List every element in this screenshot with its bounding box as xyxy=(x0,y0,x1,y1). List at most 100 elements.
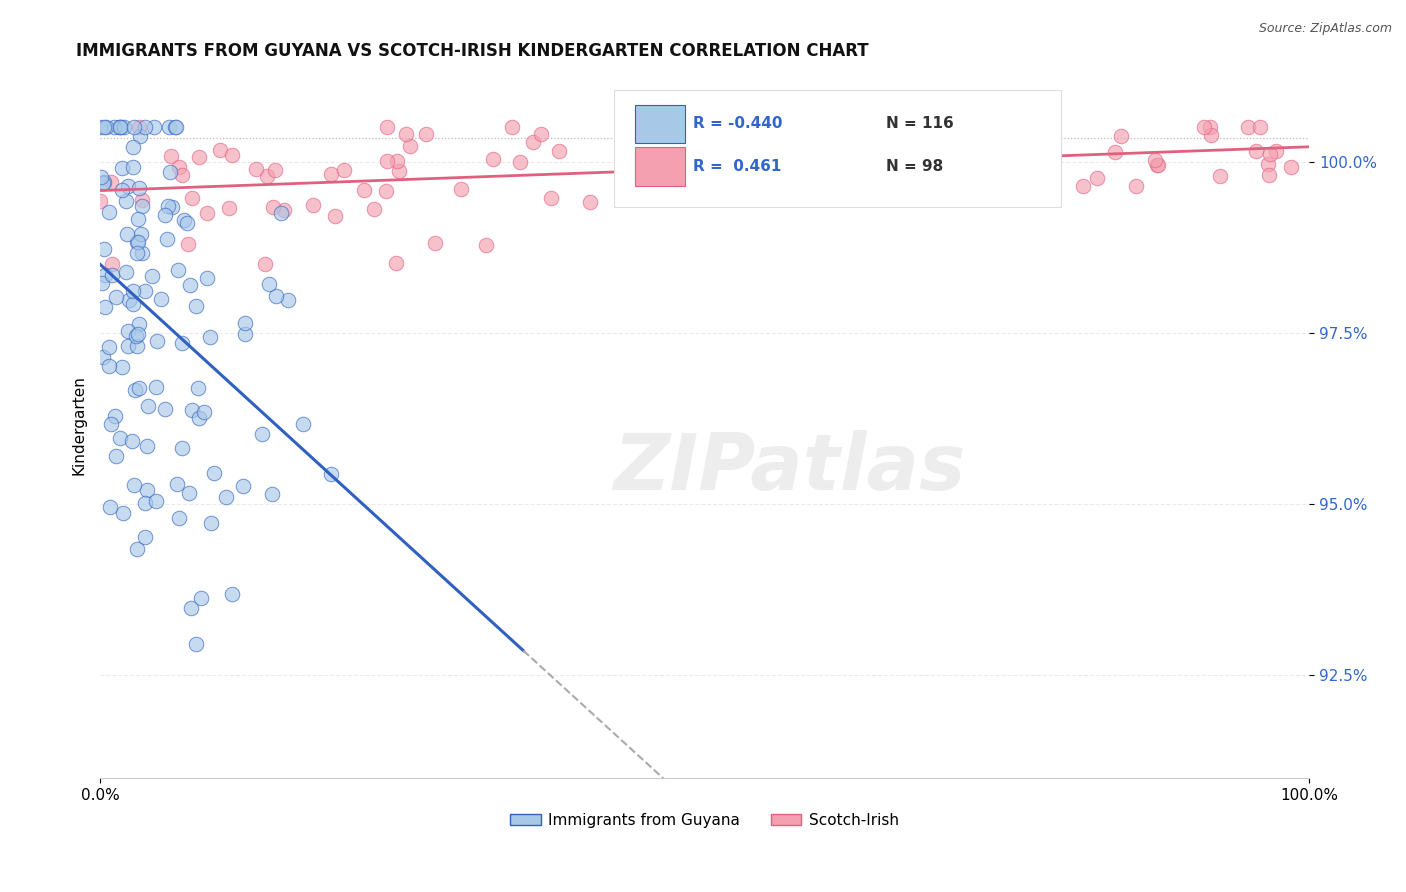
Point xyxy=(1104,145,1126,159)
Point xyxy=(90,276,112,290)
Point xyxy=(157,199,180,213)
Point xyxy=(1198,120,1220,135)
Point xyxy=(180,191,202,205)
Point xyxy=(91,177,114,191)
FancyBboxPatch shape xyxy=(614,90,1062,207)
Point xyxy=(100,417,122,432)
Point xyxy=(193,404,215,418)
Point xyxy=(128,180,150,194)
Point xyxy=(173,213,195,227)
Point xyxy=(177,236,200,251)
Point xyxy=(97,340,120,354)
Point xyxy=(883,179,905,194)
Point xyxy=(167,160,190,174)
Point xyxy=(145,380,167,394)
Point xyxy=(851,120,873,135)
Point xyxy=(117,178,139,193)
Point xyxy=(1071,178,1094,193)
Point xyxy=(195,270,218,285)
Point xyxy=(475,238,498,252)
Point xyxy=(363,202,385,216)
Point xyxy=(918,138,941,153)
Point xyxy=(208,143,231,157)
Point xyxy=(1236,120,1258,135)
Point xyxy=(122,297,145,311)
Point xyxy=(245,161,267,176)
Text: Source: ZipAtlas.com: Source: ZipAtlas.com xyxy=(1258,22,1392,36)
Point xyxy=(104,290,127,304)
Point xyxy=(127,338,149,352)
Point xyxy=(256,169,278,184)
Point xyxy=(136,399,159,413)
Point xyxy=(353,183,375,197)
FancyBboxPatch shape xyxy=(634,147,685,186)
Point xyxy=(1022,160,1045,174)
Point xyxy=(153,209,176,223)
Point xyxy=(682,161,704,175)
Point xyxy=(776,183,799,197)
Point xyxy=(93,300,115,314)
Point xyxy=(166,263,188,277)
Point xyxy=(808,122,831,136)
Point xyxy=(1146,158,1168,172)
Point xyxy=(134,120,156,135)
Text: N = 98: N = 98 xyxy=(886,159,943,174)
Point xyxy=(1143,153,1166,167)
Point xyxy=(145,334,167,348)
Point xyxy=(1265,144,1288,158)
Point xyxy=(950,189,973,203)
Point xyxy=(127,326,149,341)
Point xyxy=(141,268,163,283)
Point xyxy=(131,199,153,213)
Point xyxy=(277,293,299,307)
Point xyxy=(111,183,134,197)
Point xyxy=(218,201,240,215)
Point xyxy=(136,439,159,453)
Point xyxy=(388,164,411,178)
Point xyxy=(89,120,111,135)
Point xyxy=(385,153,408,168)
Point xyxy=(187,410,209,425)
Point xyxy=(153,401,176,416)
Point xyxy=(752,120,775,135)
Point xyxy=(122,140,145,154)
Text: N = 116: N = 116 xyxy=(886,117,953,131)
Point xyxy=(166,477,188,491)
Point xyxy=(374,185,396,199)
Point xyxy=(1026,121,1049,136)
Point xyxy=(579,194,602,209)
Point xyxy=(93,120,115,135)
Point xyxy=(117,339,139,353)
Point xyxy=(93,175,115,189)
Point xyxy=(399,139,422,153)
Point xyxy=(200,516,222,531)
Point xyxy=(1146,158,1168,172)
Point xyxy=(170,441,193,455)
Point xyxy=(125,329,148,343)
Point xyxy=(187,381,209,395)
Point xyxy=(270,205,292,219)
Point xyxy=(481,153,503,167)
Point xyxy=(121,434,143,449)
Point xyxy=(1249,120,1271,135)
Point xyxy=(180,601,202,615)
Point xyxy=(111,359,134,374)
Point xyxy=(190,591,212,605)
Point xyxy=(1244,144,1267,158)
Legend: Immigrants from Guyana, Scotch-Irish: Immigrants from Guyana, Scotch-Irish xyxy=(505,807,905,834)
Point xyxy=(100,257,122,271)
Point xyxy=(115,194,138,208)
Point xyxy=(1257,157,1279,171)
Point xyxy=(250,427,273,442)
Point xyxy=(825,180,848,194)
Point xyxy=(235,326,257,341)
Point xyxy=(1029,120,1052,135)
Point xyxy=(101,268,124,282)
Point xyxy=(108,120,131,135)
Text: R = -0.440: R = -0.440 xyxy=(693,117,782,131)
Point xyxy=(384,256,406,270)
Point xyxy=(259,277,281,291)
Point xyxy=(94,120,117,135)
Point xyxy=(202,466,225,480)
Point xyxy=(149,292,172,306)
